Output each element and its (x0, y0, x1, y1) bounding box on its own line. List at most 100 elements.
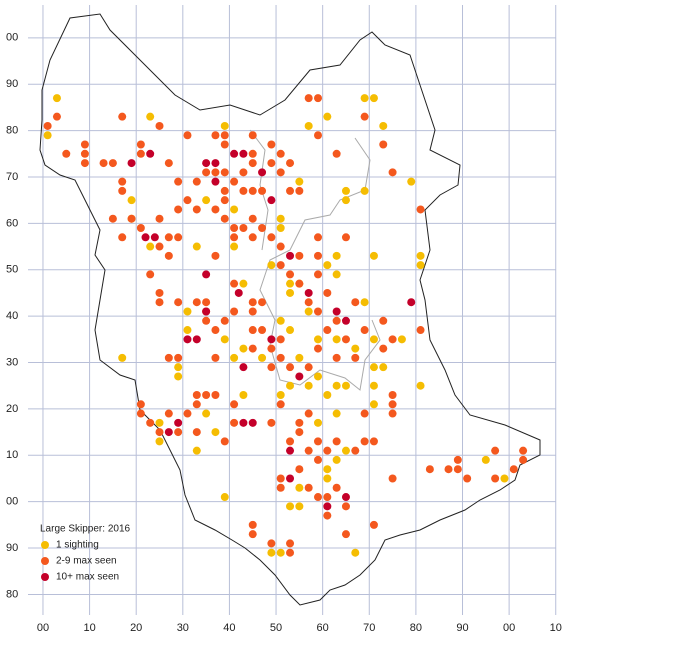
record-dot (267, 261, 276, 270)
record-dot (155, 242, 164, 251)
legend-marker (41, 573, 49, 581)
record-dot (463, 474, 472, 483)
record-dot (258, 326, 267, 335)
record-dot (388, 409, 397, 418)
legend-marker (41, 557, 49, 565)
record-dot (183, 326, 192, 335)
record-dot (332, 149, 341, 158)
record-dot (295, 418, 304, 427)
record-dot (276, 149, 285, 158)
record-dot (304, 94, 313, 103)
record-dot (323, 390, 332, 399)
record-dot (248, 131, 257, 140)
record-dot (360, 112, 369, 121)
record-dot (258, 298, 267, 307)
record-dot (230, 242, 239, 251)
y-tick-label: 90 (6, 78, 18, 90)
record-dot (276, 316, 285, 325)
record-dot (341, 530, 350, 539)
record-dot (314, 233, 322, 242)
record-dot (211, 353, 220, 362)
record-dot (286, 437, 295, 446)
record-dot (491, 474, 500, 483)
record-dot (136, 224, 145, 233)
record-dot (192, 242, 201, 251)
record-dot (118, 186, 127, 195)
x-tick-label: 90 (456, 622, 468, 634)
record-dot (407, 298, 416, 307)
record-dot (388, 400, 397, 409)
record-dot (146, 242, 155, 251)
record-dot (295, 177, 304, 186)
record-dot (52, 112, 61, 121)
record-dot (220, 168, 229, 177)
record-dot (202, 159, 211, 168)
record-dot (332, 307, 341, 316)
legend: Large Skipper: 2016 1 sighting 2-9 max se… (40, 524, 131, 583)
record-dot (369, 363, 378, 372)
record-dot (267, 548, 276, 557)
record-dot (248, 307, 257, 316)
x-tick-label: 40 (223, 622, 235, 634)
record-dot (52, 94, 61, 103)
record-dot (295, 279, 304, 288)
record-dot (379, 121, 388, 130)
x-tick-label: 00 (503, 622, 515, 634)
record-dot (174, 372, 183, 381)
record-dot (220, 121, 229, 130)
record-dot (136, 409, 145, 418)
record-dot (192, 335, 201, 344)
record-dot (248, 149, 257, 158)
record-dot (118, 233, 127, 242)
record-dot (509, 465, 518, 474)
record-dot (118, 177, 127, 186)
record-dot (332, 437, 341, 446)
record-dot (192, 400, 201, 409)
record-dot (150, 233, 159, 242)
record-dot (295, 353, 304, 362)
record-dot (276, 335, 285, 344)
record-dot (351, 446, 360, 455)
record-dot (360, 94, 369, 103)
record-dot (379, 344, 388, 353)
record-dot (416, 261, 425, 270)
x-tick-label: 10 (83, 622, 95, 634)
record-dot (286, 446, 295, 455)
record-dot (211, 205, 220, 214)
record-dot (360, 437, 369, 446)
record-dot (304, 298, 313, 307)
legend-title: Large Skipper: 2016 (40, 524, 131, 535)
record-dot (267, 363, 276, 372)
y-tick-label: 80 (6, 588, 18, 600)
record-dot (239, 279, 248, 288)
record-dot (211, 168, 220, 177)
record-dot (248, 520, 257, 529)
record-dot (220, 316, 229, 325)
record-dot (230, 205, 239, 214)
record-dot (341, 446, 350, 455)
record-dot (230, 307, 239, 316)
record-dot (481, 455, 490, 464)
record-dot (202, 298, 211, 307)
record-dot (314, 372, 322, 381)
record-dot (425, 465, 434, 474)
record-dot (258, 353, 267, 362)
record-dot (369, 520, 378, 529)
record-dot (304, 409, 313, 418)
record-dot (80, 149, 89, 158)
record-dot (155, 418, 164, 427)
record-dot (286, 288, 295, 297)
record-dot (43, 121, 52, 130)
record-dot (202, 168, 211, 177)
record-dot (453, 465, 462, 474)
record-dot (174, 353, 183, 362)
record-dot (80, 159, 89, 168)
record-dot (211, 159, 220, 168)
record-dot (341, 316, 350, 325)
record-dot (174, 363, 183, 372)
record-dot (248, 326, 257, 335)
record-dot (286, 251, 295, 260)
record-dot (248, 418, 257, 427)
district-boundary (259, 137, 381, 391)
record-dot (164, 233, 173, 242)
